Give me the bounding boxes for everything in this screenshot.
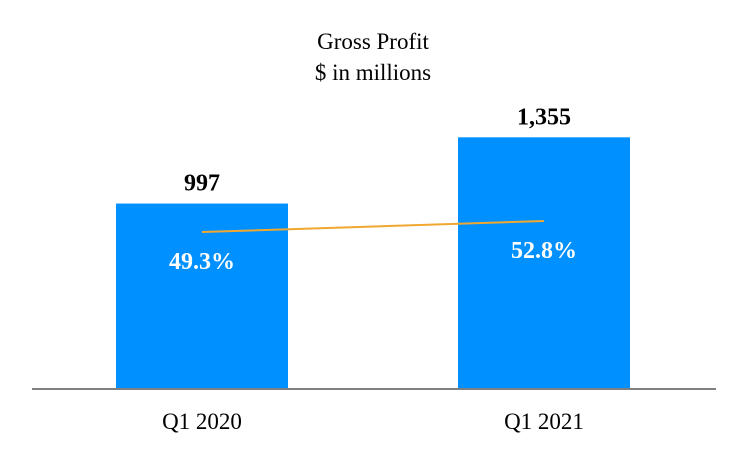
bars-layer [116,137,630,388]
chart-title: Gross Profit [317,29,429,54]
bar-value-label: 1,355 [517,104,571,130]
gross-margin-line [201,219,545,234]
labels-layer: 997 Q1 2020 1,355 Q1 2021 49.3% 52.8% [162,104,584,434]
bar-value-label: 997 [184,171,220,197]
x-tick-label: Q1 2021 [504,409,584,434]
margin-label: 49.3% [169,249,235,275]
chart-subtitle: $ in millions [315,60,431,85]
x-tick-label: Q1 2020 [162,409,242,434]
bar-q1-2021 [458,137,630,388]
margin-line-layer [201,219,545,234]
bar-q1-2020 [116,203,288,388]
margin-label: 52.8% [511,238,577,264]
